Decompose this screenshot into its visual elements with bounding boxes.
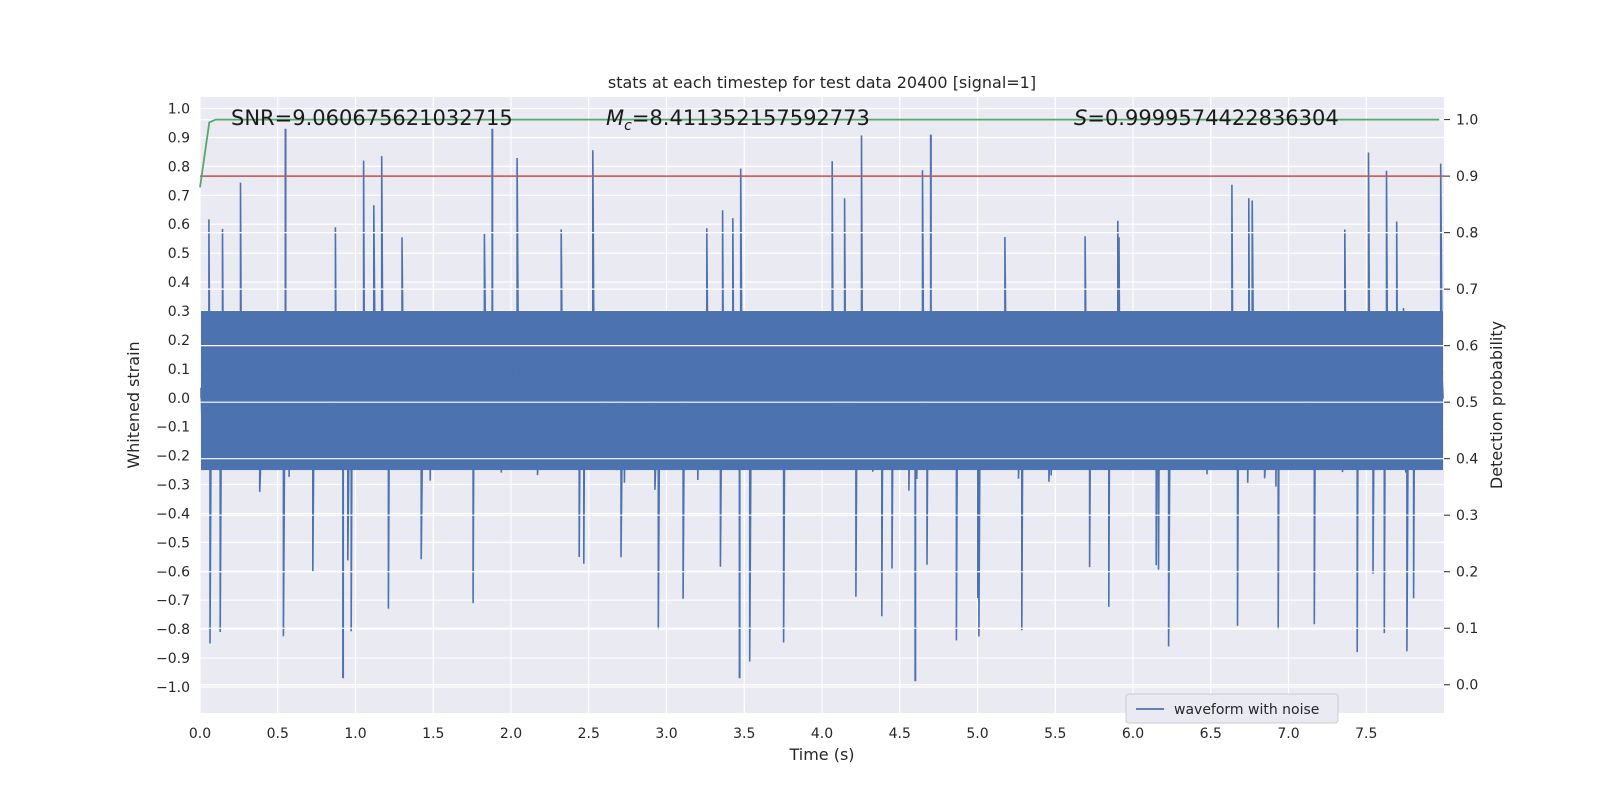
x-tick-label: 7.5 — [1355, 726, 1377, 742]
y-left-axis-title: Whitened strain — [124, 341, 143, 468]
x-tick-label: 7.0 — [1277, 726, 1299, 742]
x-tick-label: 3.0 — [655, 726, 677, 742]
y-left-tick-label: −0.9 — [156, 651, 190, 667]
y-left-tick-label: 0.7 — [168, 188, 190, 204]
mc-symbol: M — [606, 106, 624, 130]
y-left-tick-label: 0.2 — [168, 333, 190, 349]
y-left-tick-label: 0.6 — [168, 217, 190, 233]
y-right-tick-label: 0.8 — [1456, 226, 1478, 242]
y-left-tick-label: −0.3 — [156, 478, 190, 494]
waveform-series — [200, 128, 1444, 682]
y-left-tick-label: 0.0 — [168, 391, 190, 407]
s-symbol: S — [1074, 106, 1087, 130]
y-left-tick-label: −0.8 — [156, 622, 190, 638]
y-right-axis-title: Detection probability — [1487, 321, 1506, 489]
y-right-tick-label: 0.1 — [1456, 621, 1478, 637]
y-left-tick-label: −0.5 — [156, 535, 190, 551]
statistic-annotation: S=0.9999574422836304 — [1074, 106, 1339, 130]
y-left-tick-label: 1.0 — [168, 102, 190, 118]
y-right-tick-label: 0.9 — [1456, 169, 1478, 185]
y-left-tick-label: 0.8 — [168, 159, 190, 175]
x-ticks: 0.0 0.5 1.0 1.5 2.0 2.5 3.0 3.5 4.0 4.5 5.0 5.5 6.0 6… — [189, 726, 1378, 742]
x-tick-label: 2.0 — [500, 726, 522, 742]
chirp-mass-annotation: Mc=8.411352157592773 — [606, 106, 870, 134]
y-right-tick-label: 0.4 — [1456, 452, 1478, 468]
y-right-tick-label: 0.2 — [1456, 565, 1478, 581]
legend-box — [1125, 693, 1339, 724]
x-tick-label: 0.5 — [267, 726, 289, 742]
y-left-tick-label: 0.9 — [168, 130, 190, 146]
chart-title: stats at each timestep for test data 204… — [608, 73, 1036, 92]
detection-probability-line — [199, 118, 1440, 188]
y-left-tick-label: 0.3 — [168, 304, 190, 320]
waveform-line — [200, 135, 1444, 662]
x-tick-label: 3.5 — [733, 726, 755, 742]
s-value: =0.9999574422836304 — [1087, 106, 1338, 130]
y-left-tick-label: −1.0 — [156, 680, 190, 696]
y-left-tick-label: −0.6 — [156, 564, 190, 580]
x-axis-title: Time (s) — [788, 745, 854, 764]
y-right-tick-label: 0.6 — [1456, 339, 1478, 355]
y-right-tick-label: 0.5 — [1456, 395, 1478, 411]
y-left-tick-label: 0.5 — [168, 246, 190, 262]
y-left-tick-label: −0.4 — [156, 506, 190, 522]
legend: waveform with noise — [1125, 693, 1339, 724]
y-left-ticks: 1.0 0.9 0.8 0.7 0.6 0.5 0.4 0.3 0.2 0.1 0.0 −0.1 −0.… — [156, 102, 190, 696]
y-right-ticks: 0.0 0.1 0.2 0.3 0.4 0.5 0.6 0.7 0.8 0.9 1.0 — [1444, 113, 1478, 694]
x-tick-label: 5.5 — [1044, 726, 1066, 742]
x-tick-label: 6.0 — [1122, 726, 1144, 742]
x-tick-label: 5.0 — [966, 726, 988, 742]
y-left-tick-label: −0.1 — [156, 420, 190, 436]
y-right-tick-label: 1.0 — [1456, 113, 1478, 129]
x-tick-label: 4.5 — [889, 726, 911, 742]
y-left-tick-label: −0.7 — [156, 593, 190, 609]
legend-entry-waveform: waveform with noise — [1174, 702, 1319, 718]
y-left-tick-label: 0.4 — [168, 275, 190, 291]
y-right-tick-label: 0.0 — [1456, 678, 1478, 694]
x-tick-label: 1.5 — [422, 726, 444, 742]
mc-subscript: c — [624, 118, 632, 134]
x-tick-label: 6.5 — [1200, 726, 1222, 742]
mc-value: =8.411352157592773 — [632, 106, 870, 130]
x-tick-label: 2.5 — [578, 726, 600, 742]
y-right-tick-label: 0.7 — [1456, 282, 1478, 298]
x-tick-label: 1.0 — [344, 726, 366, 742]
x-tick-label: 4.0 — [811, 726, 833, 742]
y-right-tick-label: 0.3 — [1456, 508, 1478, 524]
y-left-tick-label: −0.2 — [156, 449, 190, 465]
snr-annotation: SNR=9.060675621032715 — [231, 106, 513, 130]
y-left-tick-label: 0.1 — [168, 362, 190, 378]
x-tick-label: 0.0 — [189, 726, 211, 742]
